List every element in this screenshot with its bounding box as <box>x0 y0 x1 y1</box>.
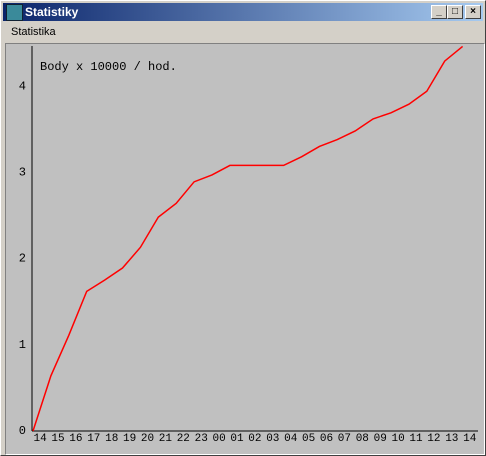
y-tick-label: 4 <box>19 79 26 93</box>
x-tick-label: 18 <box>105 433 118 445</box>
x-tick-label: 14 <box>34 433 48 445</box>
chart-panel <box>5 43 485 455</box>
x-tick-label: 09 <box>374 433 387 445</box>
y-tick-label: 0 <box>19 424 26 438</box>
x-tick-label: 06 <box>320 433 333 445</box>
x-tick-label: 10 <box>392 433 405 445</box>
x-tick-label: 14 <box>463 433 477 445</box>
x-tick-label: 00 <box>213 433 226 445</box>
x-tick-label: 15 <box>51 433 64 445</box>
x-tick-label: 03 <box>266 433 279 445</box>
minimize-button[interactable]: _ <box>431 5 447 19</box>
x-tick-label: 08 <box>356 433 369 445</box>
annotation: Body x 10000 / hod. <box>40 60 177 74</box>
window-title: Statistiky <box>25 5 79 19</box>
x-tick-label: 17 <box>87 433 100 445</box>
menu-item[interactable]: Statistika <box>11 26 56 38</box>
x-tick-label: 02 <box>248 433 261 445</box>
x-tick-label: 12 <box>427 433 440 445</box>
x-tick-label: 11 <box>409 433 423 445</box>
x-tick-label: 04 <box>284 433 298 445</box>
x-tick-label: 05 <box>302 433 315 445</box>
data-line <box>32 45 464 432</box>
y-tick-label: 2 <box>19 252 26 266</box>
x-tick-label: 13 <box>445 433 458 445</box>
x-tick-label: 01 <box>230 433 244 445</box>
maximize-button[interactable]: □ <box>447 5 463 19</box>
x-tick-label: 19 <box>123 433 136 445</box>
x-tick-label: 20 <box>141 433 154 445</box>
x-tick-label: 07 <box>338 433 351 445</box>
close-button[interactable]: × <box>465 5 481 19</box>
title-bar: Statistiky _ □ × <box>3 3 483 21</box>
y-tick-label: 1 <box>19 338 26 352</box>
y-tick-label: 3 <box>19 166 26 180</box>
x-tick-label: 16 <box>69 433 82 445</box>
x-tick-label: 22 <box>177 433 190 445</box>
x-tick-label: 21 <box>159 433 173 445</box>
app-icon <box>6 4 23 21</box>
x-tick-label: 23 <box>195 433 208 445</box>
